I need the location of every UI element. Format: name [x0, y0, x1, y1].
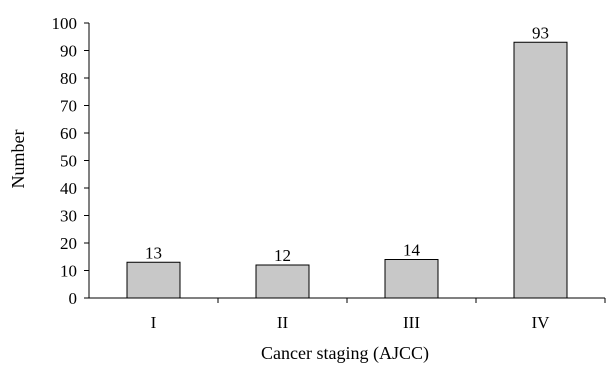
- bar-II: [255, 264, 310, 299]
- data-label: 13: [145, 243, 162, 262]
- y-tick-label: 0: [69, 289, 78, 308]
- x-tick-label: IV: [532, 313, 551, 332]
- data-label: 93: [532, 23, 549, 42]
- y-tick-label: 60: [60, 124, 77, 143]
- data-labels: 13 12 14 93: [145, 23, 549, 265]
- y-tick-label: 90: [60, 42, 77, 61]
- y-axis-title: Number: [8, 130, 28, 189]
- y-tick-label: 30: [60, 207, 77, 226]
- y-axis-ticks: 0 10 20 30 40 50 60 70 80 90 100: [52, 14, 89, 308]
- y-tick-label: 50: [60, 152, 77, 171]
- y-tick-label: 20: [60, 234, 77, 253]
- data-label: 14: [403, 241, 421, 260]
- y-tick-label: 80: [60, 69, 77, 88]
- bars: [126, 41, 568, 299]
- bar-IV: [513, 41, 568, 299]
- y-tick-label: 10: [60, 262, 77, 281]
- data-label: 12: [274, 246, 291, 265]
- x-axis-ticks: I II III IV: [151, 298, 606, 332]
- bar-III: [384, 259, 439, 299]
- y-tick-label: 70: [60, 97, 77, 116]
- bar-I: [126, 261, 181, 299]
- x-tick-label: III: [403, 313, 420, 332]
- y-tick-label: 100: [52, 14, 78, 33]
- y-tick-label: 40: [60, 179, 77, 198]
- x-tick-label: II: [277, 313, 289, 332]
- x-axis-title: Cancer staging (AJCC): [261, 343, 429, 364]
- x-tick-label: I: [151, 313, 157, 332]
